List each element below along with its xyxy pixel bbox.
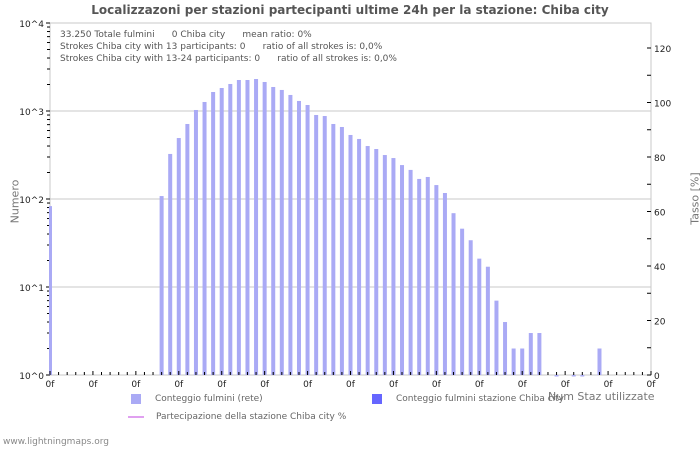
bar <box>425 176 430 375</box>
x-tick-label: 0f <box>475 380 485 390</box>
bar <box>374 148 379 375</box>
bar <box>434 185 439 375</box>
bar <box>477 258 482 375</box>
y-axis-left-label: Numero <box>8 179 22 224</box>
bar <box>314 114 319 375</box>
legend-swatch-network <box>131 394 141 404</box>
x-axis-label: Num Staz utilizzate <box>548 390 655 403</box>
bar <box>485 266 490 375</box>
y-right-tick-label: 120 <box>654 45 671 55</box>
bar <box>262 81 267 375</box>
bar <box>211 92 216 375</box>
bar <box>322 116 327 375</box>
chart-title: Localizzazoni per stazioni partecipanti … <box>91 3 609 17</box>
y-tick-label: 10^3 <box>19 108 44 118</box>
bar <box>219 88 224 376</box>
bar <box>571 375 576 377</box>
legend-swatch-station <box>372 394 382 404</box>
x-tick-label: 0f <box>346 380 356 390</box>
bar <box>185 123 190 376</box>
bar <box>228 83 233 375</box>
bar <box>442 192 447 375</box>
legend-label-network: Conteggio fulmini (rete) <box>155 394 263 404</box>
bar <box>168 153 173 375</box>
x-tick-label: 0f <box>518 380 528 390</box>
legend-station-count: Conteggio fulmini stazione Chiba city <box>372 394 564 404</box>
y-tick-label: 10^2 <box>19 196 44 206</box>
x-tick-label: 0f <box>303 380 313 390</box>
info-strokes-13-24: Strokes Chiba city with 13-24 participan… <box>60 54 397 64</box>
x-tick-label: 0f <box>561 380 571 390</box>
legend-participation: Partecipazione della stazione Chiba city… <box>128 412 347 422</box>
y-tick-label: 10^0 <box>19 372 44 382</box>
info-total-strokes: 33.250 Totale fulmini 0 Chiba city mean … <box>60 30 312 40</box>
x-tick-label: 0f <box>389 380 399 390</box>
x-tick-label: 0f <box>217 380 227 390</box>
bar <box>202 101 207 375</box>
bar <box>554 375 559 377</box>
bar <box>451 213 456 375</box>
bar <box>365 146 370 375</box>
bar <box>537 333 542 375</box>
y-right-tick-label: 40 <box>654 263 666 273</box>
footer-source: www.lightningmaps.org <box>3 437 109 447</box>
y-tick-label: 10^1 <box>19 284 44 294</box>
x-tick-label: 0f <box>260 380 270 390</box>
bar <box>511 348 516 375</box>
bar <box>331 123 336 376</box>
bar <box>408 169 413 375</box>
y-right-tick-label: 100 <box>654 100 671 110</box>
bar <box>305 104 310 376</box>
bar <box>520 348 525 375</box>
bar <box>503 322 508 375</box>
y-axis-right-label: Tasso [%] <box>688 172 700 225</box>
legend-line-participation <box>128 416 144 418</box>
bar <box>296 100 301 375</box>
legend-network-count: Conteggio fulmini (rete) <box>131 394 263 404</box>
y-tick-label: 10^4 <box>19 20 44 30</box>
bar <box>468 240 473 375</box>
bar <box>460 228 465 375</box>
x-tick-label: 0f <box>647 380 657 390</box>
bar <box>357 138 362 375</box>
bar <box>494 300 499 375</box>
bar <box>597 348 602 375</box>
bar <box>391 158 396 375</box>
bar <box>339 126 344 375</box>
bar <box>348 134 353 375</box>
bar <box>271 86 276 375</box>
bar <box>49 206 52 375</box>
bar <box>176 138 181 375</box>
x-tick-label: 0f <box>604 380 614 390</box>
bar <box>528 333 533 375</box>
bar <box>417 178 422 375</box>
bar <box>580 375 585 377</box>
x-tick-label: 0f <box>131 380 141 390</box>
y-right-tick-label: 80 <box>654 154 666 164</box>
legend-label-station: Conteggio fulmini stazione Chiba city <box>396 394 565 404</box>
bar <box>288 94 293 375</box>
bar <box>236 80 241 376</box>
bar <box>159 196 164 375</box>
y-right-tick-label: 20 <box>654 318 666 328</box>
x-tick-label: 0f <box>46 380 56 390</box>
bar <box>193 109 198 375</box>
bar <box>254 79 259 376</box>
x-tick-label: 0f <box>88 380 98 390</box>
x-tick-label: 0f <box>174 380 184 390</box>
bar <box>279 89 284 375</box>
info-strokes-13: Strokes Chiba city with 13 participants:… <box>60 42 383 52</box>
bar <box>382 155 387 375</box>
x-tick-label: 0f <box>432 380 442 390</box>
bar <box>400 165 405 375</box>
legend-label-participation: Partecipazione della stazione Chiba city… <box>156 412 347 422</box>
y-right-tick-label: 60 <box>654 209 666 219</box>
y-right-tick-label: 0 <box>654 372 660 382</box>
bar <box>245 80 250 376</box>
